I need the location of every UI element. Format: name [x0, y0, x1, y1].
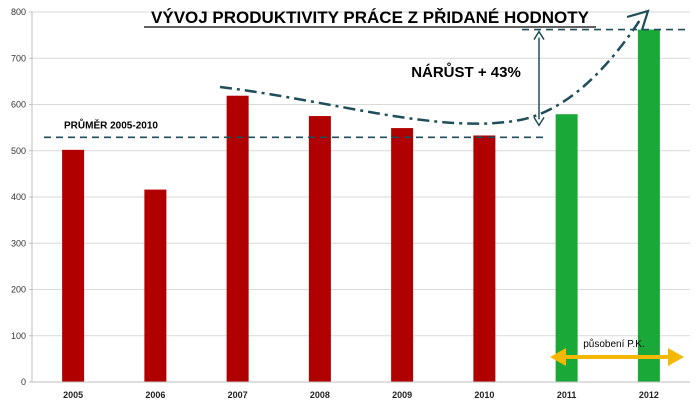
bar-2010: [473, 135, 496, 382]
bar-2009: [391, 128, 414, 382]
bar-2011: [555, 114, 578, 383]
y-tick-label-0: 0: [21, 377, 26, 387]
bar-2006: [144, 189, 167, 382]
effect-arrow-head-left: [550, 348, 566, 366]
x-tick-label-2009: 2009: [392, 390, 412, 400]
bar-2005: [62, 149, 85, 382]
annotations: PRŮMĚR 2005-2010 NÁRŮST + 43% působení P.K…: [44, 9, 690, 366]
x-tick-label-2007: 2007: [228, 390, 248, 400]
x-tick-label-2010: 2010: [474, 390, 494, 400]
y-tick-label-700: 700: [11, 53, 26, 63]
y-axis-ticks: 0 100 200 300 400 500 600 700 800: [11, 7, 32, 387]
x-tick-label-2008: 2008: [310, 390, 330, 400]
trend-curve: [219, 19, 642, 125]
trend-curve-arrowhead: [626, 9, 650, 31]
growth-arrow-head-top: [533, 30, 545, 40]
x-tick-label-2012: 2012: [639, 390, 659, 400]
y-tick-label-500: 500: [11, 146, 26, 156]
x-axis-labels: 2005 2006 2007 2008 2009 2010 2011 2012: [63, 390, 659, 400]
growth-label: NÁRŮST + 43%: [411, 62, 521, 81]
y-tick-label-300: 300: [11, 238, 26, 248]
growth-arrow-head-bottom: [533, 116, 545, 127]
gridlines: [32, 11, 690, 337]
x-tick-label-2011: 2011: [557, 390, 577, 400]
x-tick-label-2006: 2006: [145, 390, 165, 400]
effect-label: působení P.K.: [583, 338, 645, 350]
chart-title: VÝVOJ PRODUKTIVITY PRÁCE Z PŘIDANÉ HODNO…: [151, 8, 590, 27]
y-tick-label-400: 400: [11, 192, 26, 202]
effect-arrow-head-right: [668, 348, 684, 366]
bar-2012: [637, 29, 660, 382]
y-tick-label-600: 600: [11, 100, 26, 110]
average-label: PRŮMĚR 2005-2010: [64, 117, 158, 131]
bar-2007: [226, 95, 249, 383]
y-tick-label-800: 800: [11, 7, 26, 17]
bar-2008: [308, 116, 331, 382]
y-tick-label-100: 100: [11, 331, 26, 341]
y-tick-label-200: 200: [11, 285, 26, 295]
x-tick-label-2005: 2005: [63, 390, 83, 400]
bars: [62, 29, 660, 383]
